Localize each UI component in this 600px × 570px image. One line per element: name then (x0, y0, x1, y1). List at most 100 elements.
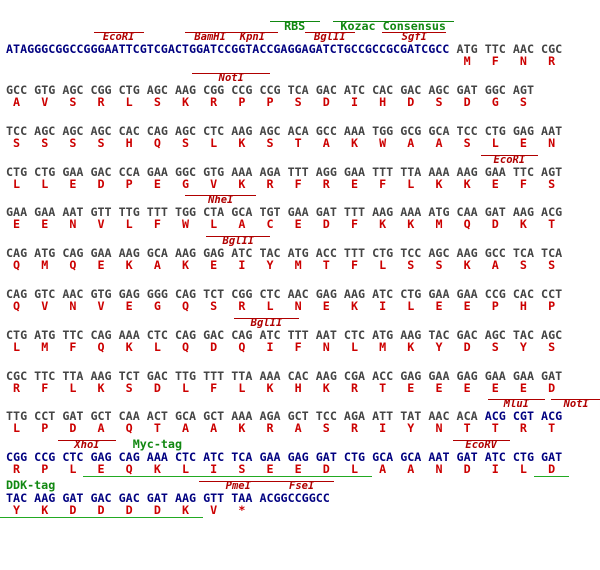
amino-acid: V (41, 299, 49, 313)
amino-acid: A (491, 258, 499, 273)
codon: GTC (34, 287, 56, 301)
amino-acid: T (379, 380, 387, 395)
feature-label: Kozac Consensus (340, 19, 446, 33)
codon: GAA (287, 205, 309, 220)
codon: AGC (62, 83, 84, 97)
codon: GAA (146, 164, 168, 179)
codon: TTT (287, 164, 309, 179)
codon: ATC (259, 327, 281, 342)
codon: GAG (90, 450, 112, 465)
codon: AGC (428, 83, 450, 97)
amino-acid: E (491, 176, 499, 191)
codon: CGC (541, 42, 563, 56)
amino-acid: K (463, 258, 471, 273)
codon: GAG (203, 246, 225, 261)
codon: GCT (287, 409, 309, 424)
amino-acid: F (153, 217, 161, 232)
codon: AAG (118, 246, 140, 261)
codon: TCT (118, 368, 140, 383)
amino-acid: D (322, 462, 330, 477)
amino-acid: F (294, 339, 302, 354)
site-line (332, 21, 454, 22)
amino-acid: Q (97, 339, 105, 354)
amino-acid: G (491, 95, 499, 109)
amino-acid: Q (463, 217, 471, 232)
codon: GAT (315, 205, 337, 220)
codon: GAA (90, 246, 112, 261)
codon: GAA (428, 368, 450, 383)
amino-acid: S (210, 299, 218, 313)
amino-acid: I (379, 299, 387, 313)
codon: GAA (343, 164, 366, 179)
amino-acid: K (182, 95, 190, 109)
amino-acid: S (548, 176, 556, 191)
codon: AGC (90, 123, 112, 138)
amino-acid: E (153, 176, 161, 191)
amino-acid: Q (125, 421, 133, 436)
codon: CAC (287, 368, 309, 383)
codon: CCT (541, 287, 563, 301)
amino-acid: L (13, 421, 21, 436)
site-line (206, 236, 271, 238)
amino-acid: K (182, 503, 190, 517)
amino-acid: M (435, 217, 443, 232)
codon: ATG (428, 205, 450, 220)
amino-acid: L (266, 299, 274, 313)
codon: GAT (62, 491, 84, 505)
codon: CAG (6, 287, 28, 301)
codon: TGG (372, 123, 394, 138)
amino-acid: L (182, 462, 190, 477)
amino-acid: D (548, 380, 556, 395)
amino-acid: T (491, 421, 499, 436)
amino-acid: Q (153, 135, 161, 150)
codon: TTC (34, 368, 56, 383)
amino-acid: L (41, 176, 49, 191)
codon: CTG (34, 164, 56, 179)
codon: GCA (400, 450, 422, 465)
amino-acid: L (238, 380, 246, 395)
site-line (269, 21, 320, 22)
codon: CTG (400, 287, 422, 301)
amino-acid: T (548, 217, 556, 232)
amino-acid: F (210, 380, 218, 395)
codon: CCA (118, 164, 140, 179)
codon: CAA (456, 205, 478, 220)
codon: CCG (259, 83, 281, 97)
amino-acid: C (266, 217, 274, 232)
amino-acid: Q (182, 339, 190, 354)
codon: ACG (541, 205, 563, 220)
codon: CTC (259, 287, 281, 301)
enzyme-site: MluI (503, 398, 530, 411)
amino-acid: P (238, 95, 246, 109)
enzyme-site: BglII (222, 235, 255, 248)
codon: ACC (372, 368, 394, 383)
codon: GAG (456, 368, 478, 383)
codon: GGC (174, 164, 197, 179)
codon: AGA (343, 409, 366, 424)
amino-acid: A (379, 462, 387, 477)
codon: CAC (118, 123, 140, 138)
codon: TCA (541, 246, 563, 261)
codon: GCA (174, 409, 197, 424)
amino-acid: K (125, 339, 133, 354)
amino-acid: K (182, 258, 190, 273)
codon: AAA (146, 450, 168, 465)
amino-acid: A (435, 135, 443, 150)
amino-acid: S (69, 95, 77, 109)
amino-acid: K (519, 217, 527, 232)
codon: TTA (231, 368, 253, 383)
codon: AAC (512, 42, 534, 56)
amino-acid: E (435, 380, 443, 395)
codon: CGG (90, 83, 112, 97)
amino-acid: L (13, 339, 21, 354)
codon: AGC (259, 123, 281, 138)
codon: TTG (174, 368, 197, 383)
codon: ATG (287, 246, 309, 261)
codon: ATG (456, 42, 478, 56)
codon: TAC (428, 327, 450, 342)
codon: GAC (456, 327, 478, 342)
codon: GAT (541, 368, 563, 383)
codon: AAT (315, 327, 337, 342)
codon: ATC (372, 287, 394, 301)
amino-acid: F (491, 54, 499, 68)
